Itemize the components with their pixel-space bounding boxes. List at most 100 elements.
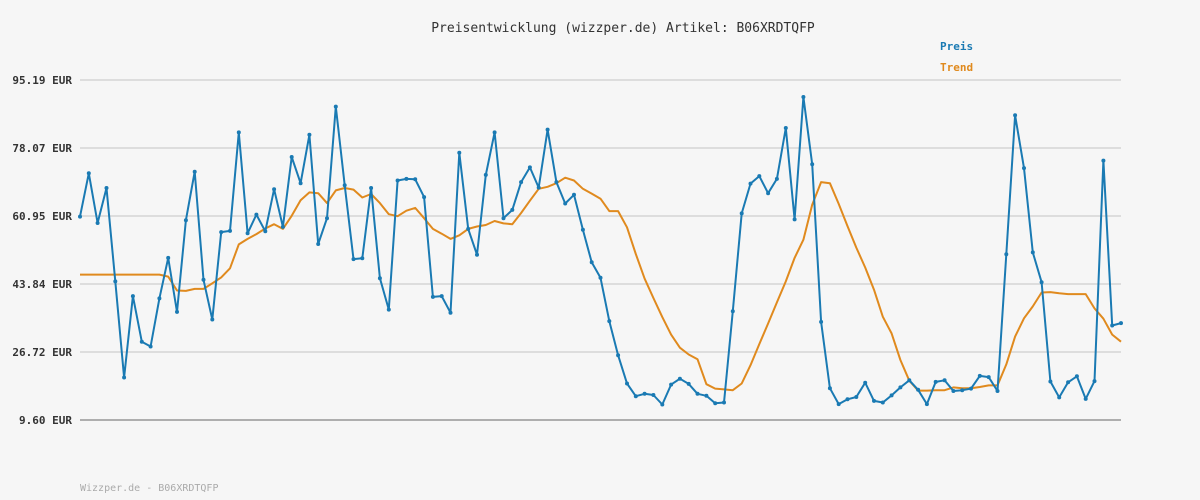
price-point (236, 130, 241, 135)
price-point (325, 216, 329, 221)
price-point (933, 379, 938, 384)
legend-trend: Trend (940, 61, 973, 74)
price-point (386, 307, 391, 312)
price-point (272, 187, 277, 192)
price-point (263, 229, 268, 234)
price-point (774, 176, 779, 181)
price-point (1092, 379, 1097, 384)
price-point (651, 393, 656, 397)
price-point (510, 207, 515, 212)
price-point (1110, 323, 1115, 328)
price-point (175, 309, 179, 314)
price-point (589, 260, 594, 265)
price-point (183, 218, 188, 223)
price-point (739, 211, 744, 216)
price-point (977, 373, 982, 378)
chart-title: Preisentwicklung (wizzper.de) Artikel: B… (431, 21, 815, 36)
price-point (677, 376, 682, 381)
price-point (748, 181, 753, 186)
price-point (113, 279, 118, 284)
price-point (1057, 395, 1062, 400)
price-point (228, 228, 232, 233)
y-tick-label: 9.60 EUR (19, 414, 72, 427)
price-point (1083, 396, 1088, 401)
price-point (492, 130, 497, 135)
price-point (1066, 380, 1071, 385)
price-point (157, 296, 162, 301)
y-axis-ticks: 95.19 EUR 78.07 EUR 60.95 EUR 43.84 EUR 26.7… (12, 74, 72, 427)
price-point (413, 177, 418, 182)
price-point (757, 174, 762, 179)
price-point (483, 172, 488, 177)
price-point (1119, 321, 1123, 326)
price-point (351, 257, 356, 262)
price-point (616, 353, 621, 358)
price-point (660, 402, 665, 407)
price-point (342, 183, 347, 188)
price-point (722, 400, 726, 405)
price-point (598, 275, 603, 280)
price-point (1039, 280, 1044, 285)
price-point (704, 393, 709, 398)
price-point (298, 181, 303, 186)
price-point (642, 391, 647, 396)
price-point (210, 317, 215, 322)
price-point (307, 132, 312, 137)
grid (80, 79, 1121, 353)
price-point (1022, 166, 1026, 171)
price-point (104, 186, 109, 190)
price-point (86, 171, 91, 176)
price-point (951, 389, 956, 393)
price-point (898, 385, 903, 390)
y-tick-label: 60.95 EUR (12, 210, 72, 223)
price-point (880, 400, 885, 405)
price-point (95, 221, 100, 225)
price-point (1013, 113, 1018, 118)
price-point (219, 230, 224, 235)
price-point (836, 402, 841, 407)
price-point (669, 382, 674, 387)
price-point (254, 212, 259, 217)
price-point (289, 155, 294, 159)
price-point (854, 395, 859, 399)
price-point (404, 176, 409, 181)
price-point (810, 162, 815, 167)
price-point (78, 214, 82, 219)
y-tick-label: 95.19 EUR (12, 74, 72, 87)
price-point (245, 231, 250, 236)
price-point (563, 201, 568, 206)
price-point (845, 397, 850, 402)
price-point (942, 378, 947, 383)
price-point (625, 381, 629, 386)
y-tick-label: 43.84 EUR (12, 278, 72, 291)
series-layer (78, 95, 1123, 407)
price-point (766, 191, 771, 196)
price-point (1048, 379, 1053, 384)
price-point (316, 242, 321, 246)
legend-preis: Preis (940, 40, 973, 53)
price-point (1004, 252, 1009, 257)
price-point (713, 401, 718, 406)
footer-text: Wizzper.de - B06XRDTQFP (80, 483, 218, 494)
price-point (457, 150, 462, 155)
price-point (139, 339, 144, 344)
price-point (1074, 374, 1079, 379)
price-point (907, 378, 912, 383)
price-point (686, 381, 691, 386)
price-point (801, 95, 806, 99)
price-point (554, 180, 559, 185)
y-tick-label: 26.72 EUR (12, 346, 72, 359)
series-line-trend (80, 176, 1122, 392)
price-point (695, 391, 700, 396)
price-point (545, 127, 550, 132)
price-point (280, 224, 285, 229)
price-point (166, 255, 171, 260)
price-point (333, 104, 338, 109)
price-point (201, 277, 206, 282)
price-point (439, 294, 444, 299)
price-point (924, 402, 929, 407)
price-point (395, 178, 400, 183)
price-point (422, 195, 427, 200)
